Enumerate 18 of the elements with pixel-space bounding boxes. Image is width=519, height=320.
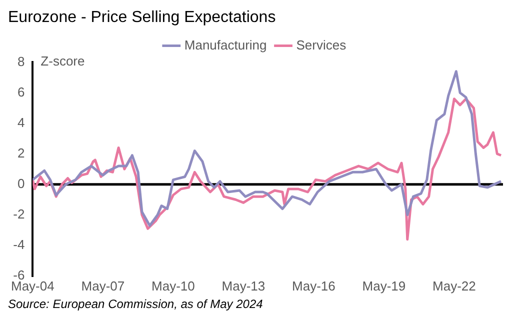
x-tick-label: May-07 [81, 278, 125, 294]
y-tick-label: -2 [13, 206, 25, 222]
y-tick-label: -4 [13, 237, 25, 252]
y-tick-label: 6 [17, 84, 25, 100]
x-tick-label: May-19 [362, 278, 406, 294]
legend-label: Manufacturing [184, 37, 267, 52]
y-tick-label: 8 [17, 54, 25, 69]
legend-label: Services [296, 37, 347, 52]
x-tick-label: May-10 [152, 278, 195, 294]
chart-title: Eurozone - Price Selling Expectations [8, 9, 276, 26]
x-tick-label: May-13 [222, 278, 266, 294]
x-tick-label: May-16 [292, 278, 336, 294]
x-tick-label: May-22 [432, 278, 476, 294]
source-note: Source: European Commission, as of May 2024 [8, 297, 264, 312]
y-tick-label: 0 [17, 176, 25, 191]
y-axis-title: Z-score [40, 53, 85, 68]
y-tick-label: 4 [17, 114, 25, 130]
y-tick-label: 2 [17, 145, 25, 160]
